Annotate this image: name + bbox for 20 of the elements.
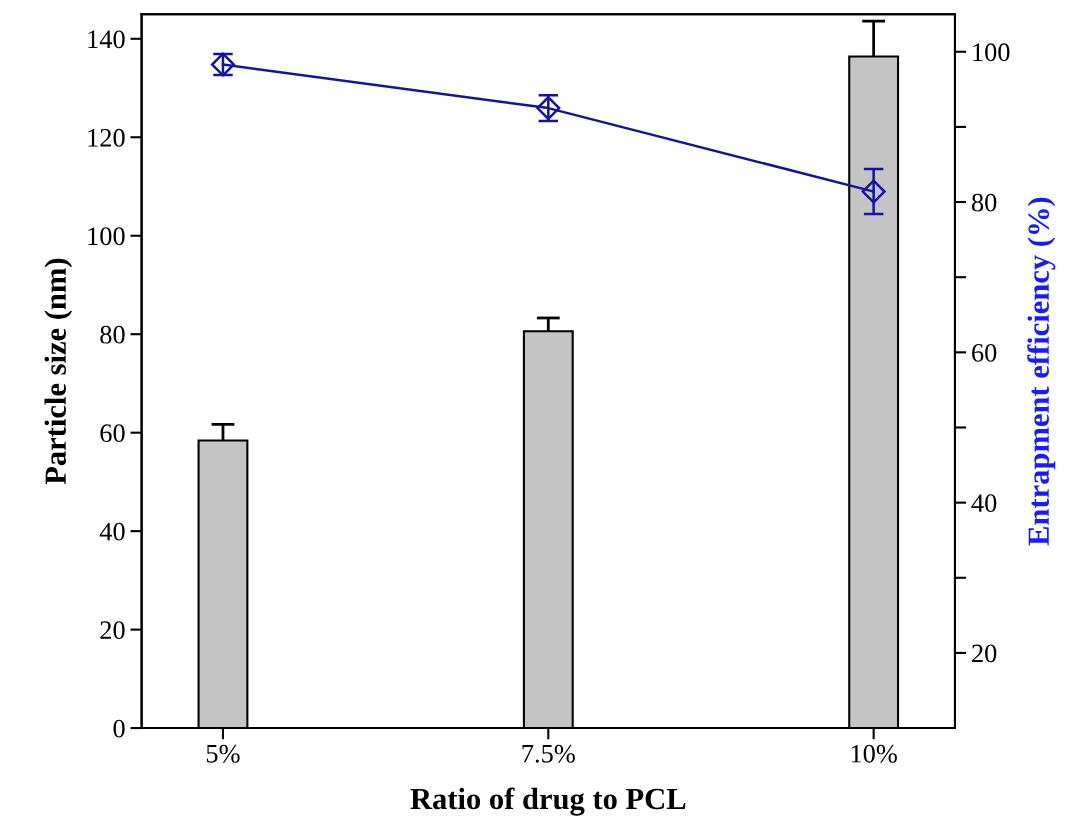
y-tick-label: 20 <box>100 621 125 640</box>
y2-tick-label: 20 <box>972 644 997 663</box>
x-tick-label: 5% <box>206 744 240 763</box>
y2-tick-label: 60 <box>972 343 997 362</box>
y2-tick-label: 80 <box>971 193 997 212</box>
y-tick-label: 80 <box>100 325 125 344</box>
point <box>861 179 886 204</box>
y-axis-title: Particle size (nm) <box>44 258 73 485</box>
y-tick-label: 120 <box>88 128 125 147</box>
x-axis-title: Ratio of drug to PCL <box>410 787 686 816</box>
y-tick-label: 60 <box>100 424 125 443</box>
y-tick-label: 0 <box>113 719 125 738</box>
y-tick-label: 100 <box>88 227 125 246</box>
y2-axis-title: Entrapment efficiency (%) <box>1027 197 1056 546</box>
x-tick-label: 7.5% <box>522 744 575 763</box>
y-tick-label: 140 <box>88 30 125 49</box>
y2-tick-label: 40 <box>971 494 997 513</box>
y-tick-label: 40 <box>99 522 125 541</box>
y2-tick-label: 100 <box>973 43 1010 62</box>
x-tick-label: 10% <box>851 744 897 763</box>
